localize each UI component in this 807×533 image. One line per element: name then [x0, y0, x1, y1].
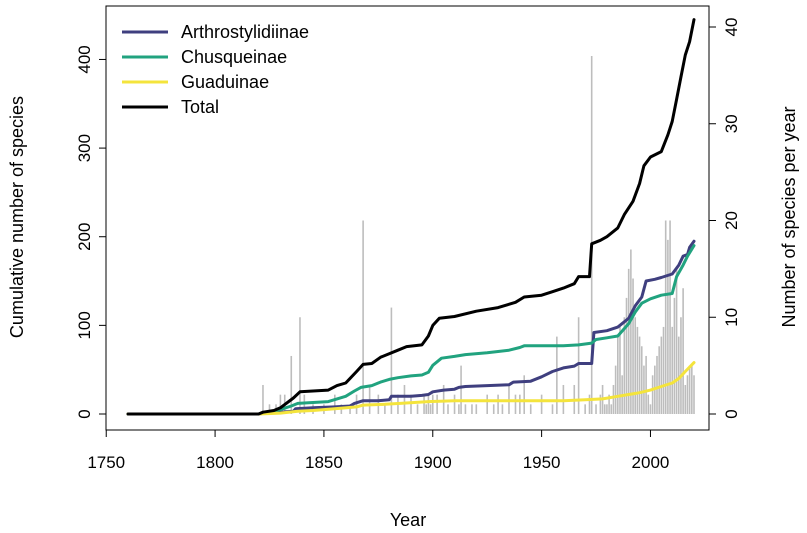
legend: Arthrostylidiinae Chusqueinae Guaduinae Tot… — [122, 22, 309, 117]
series-line-arthrostylidiinae — [126, 239, 696, 416]
left-tick-label-300: 300 — [75, 134, 94, 162]
series-line-chusqueinae — [126, 244, 696, 416]
y2-axis-title: Number of species per year — [779, 106, 799, 327]
right-tick-label-40: 40 — [722, 18, 741, 37]
right-tick-label-30: 30 — [722, 114, 741, 133]
x-tick-label-1800: 1800 — [196, 453, 234, 472]
series-line-guaduinae — [126, 361, 696, 416]
x-tick-label-1950: 1950 — [523, 453, 561, 472]
right-tick-label-20: 20 — [722, 211, 741, 230]
right-tick-label-10: 10 — [722, 308, 741, 327]
right-tick-label-0: 0 — [722, 409, 741, 418]
cumulative-lines-layer — [126, 18, 696, 416]
left-tick-label-0: 0 — [75, 409, 94, 418]
yearly-bars-layer — [262, 56, 695, 414]
x-tick-label-1750: 1750 — [87, 453, 125, 472]
legend-label-guaduinae: Guaduinae — [181, 72, 269, 92]
left-y-axis: 0 100 200 300 400 — [75, 45, 107, 419]
left-tick-label-200: 200 — [75, 223, 94, 251]
left-tick-label-100: 100 — [75, 311, 94, 339]
x-axis: 1750 1800 1850 1900 1950 2000 — [87, 429, 670, 472]
x-axis-title: Year — [390, 510, 426, 530]
y-axis-title: Cumulative number of species — [7, 96, 27, 338]
x-tick-label-1850: 1850 — [305, 453, 343, 472]
legend-label-chusqueinae: Chusqueinae — [181, 47, 287, 67]
legend-label-arthrostylidiinae: Arthrostylidiinae — [181, 22, 309, 42]
left-tick-label-400: 400 — [75, 45, 94, 73]
series-line-total — [126, 18, 696, 416]
x-tick-label-1900: 1900 — [414, 453, 452, 472]
x-tick-label-2000: 2000 — [632, 453, 670, 472]
legend-label-total: Total — [181, 97, 219, 117]
right-y-axis: 0 10 20 30 40 — [708, 18, 741, 419]
